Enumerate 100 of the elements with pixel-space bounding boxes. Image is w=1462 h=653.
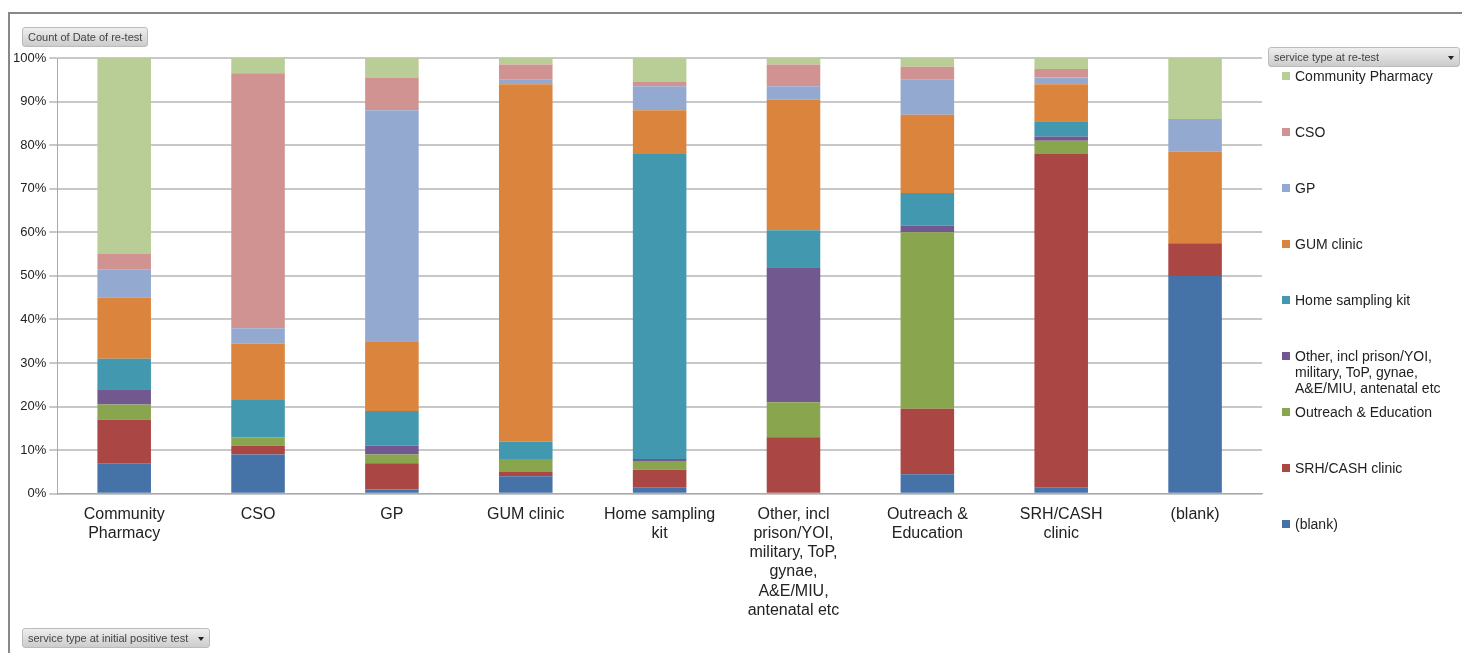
x-axis-title: service type at initial positive test: [28, 632, 189, 644]
bar: [1034, 58, 1088, 69]
bar: [498, 84, 553, 442]
bar: [766, 402, 821, 438]
bar: [97, 254, 151, 270]
bar: [1168, 151, 1222, 244]
bar: [1168, 275, 1222, 493]
bar: [97, 358, 151, 390]
x-tick-label: Home sampling kit: [604, 504, 716, 542]
y-tick-label: 50%: [20, 267, 47, 283]
bar: [97, 58, 151, 255]
x-tick-label: GUM clinic: [487, 504, 565, 522]
bar: [632, 469, 687, 488]
bar: [97, 269, 151, 298]
bar: [97, 463, 151, 493]
bar: [97, 404, 151, 420]
bar: [231, 343, 285, 401]
bar: [632, 81, 687, 87]
bar: [97, 419, 151, 464]
legend-label: GP: [1295, 180, 1316, 196]
y-axis-title: Count of Date of re-test: [28, 31, 143, 43]
bar: [900, 58, 955, 67]
bar: [365, 463, 419, 490]
bar: [498, 441, 553, 459]
y-tick-label: 30%: [20, 354, 47, 370]
y-tick-label: 40%: [20, 311, 47, 327]
bar: [365, 110, 419, 342]
bar: [1034, 136, 1088, 141]
bar: [365, 454, 419, 464]
y-tick-label: 10%: [20, 441, 47, 457]
bar: [97, 389, 151, 405]
bar: [766, 58, 821, 65]
bar: [1168, 119, 1222, 152]
bar: [498, 476, 553, 493]
bar: [1168, 58, 1222, 120]
bar: [632, 110, 687, 154]
bar: [365, 445, 419, 455]
bar: [365, 341, 419, 411]
bar: [498, 79, 553, 85]
x-tick-label: SRH/CASH clinic: [1019, 504, 1103, 542]
bar: [1034, 77, 1088, 85]
legend-label: CSO: [1295, 124, 1326, 140]
legend-label: Outreach & Education: [1295, 404, 1432, 420]
x-tick-label: CSO: [240, 504, 276, 522]
bar: [498, 458, 553, 473]
bar: [365, 77, 419, 111]
bar: [498, 64, 553, 80]
bar: [231, 58, 285, 74]
bar: [766, 437, 821, 493]
bar: [365, 489, 419, 493]
legend-label: GUM clinic: [1295, 236, 1363, 252]
legend-label: SRH/CASH clinic: [1295, 460, 1403, 476]
bar: [498, 472, 553, 477]
bar: [97, 297, 151, 359]
x-tick-label: Outreach & Education: [886, 504, 969, 542]
bar: [766, 86, 821, 100]
x-tick-label: GP: [380, 504, 404, 522]
bar: [632, 458, 687, 462]
bar: [1168, 243, 1222, 276]
bar: [900, 79, 955, 115]
x-tick-label: Other, incl prison/YOI, military, ToP, gynae, A&E/MIU, antenatal etc: [747, 504, 840, 618]
bar: [900, 66, 955, 80]
y-tick-label: 100%: [13, 49, 47, 65]
bar: [1034, 84, 1088, 122]
bar: [632, 487, 687, 493]
y-tick-label: 60%: [20, 223, 47, 239]
y-tick-label: 90%: [20, 93, 47, 109]
bar: [766, 99, 821, 231]
bar: [231, 445, 285, 455]
bar: [231, 328, 285, 344]
bar: [231, 400, 285, 438]
bar: [632, 86, 687, 111]
bar: [231, 454, 285, 493]
bar: [900, 193, 955, 226]
bar: [231, 73, 285, 329]
y-tick-label: 80%: [20, 136, 47, 152]
bar: [365, 411, 419, 446]
bar: [900, 408, 955, 475]
bar: [900, 114, 955, 194]
bar: [1034, 487, 1088, 493]
bar: [900, 225, 955, 233]
bar: [1034, 140, 1088, 154]
legend-label: Community Pharmacy: [1295, 68, 1433, 84]
legend-label: Other, incl prison/YOI, military, ToP, gynae, A&E/MIU, antenatal etc: [1295, 348, 1442, 396]
legend-title: service type at re-test: [1274, 51, 1380, 63]
bar: [1034, 68, 1088, 78]
bar: [766, 267, 821, 403]
legend-label: Home sampling kit: [1295, 292, 1411, 308]
bar: [498, 58, 553, 65]
bar: [632, 153, 687, 459]
bar: [900, 474, 955, 493]
bar: [365, 58, 419, 78]
x-tick-label: Community Pharmacy: [83, 504, 165, 542]
bar: [632, 461, 687, 470]
bar: [632, 58, 687, 82]
x-tick-label: (blank): [1170, 504, 1220, 522]
y-tick-label: 20%: [20, 398, 47, 414]
bar: [231, 437, 285, 446]
bar: [1034, 153, 1088, 488]
bar: [766, 64, 821, 87]
